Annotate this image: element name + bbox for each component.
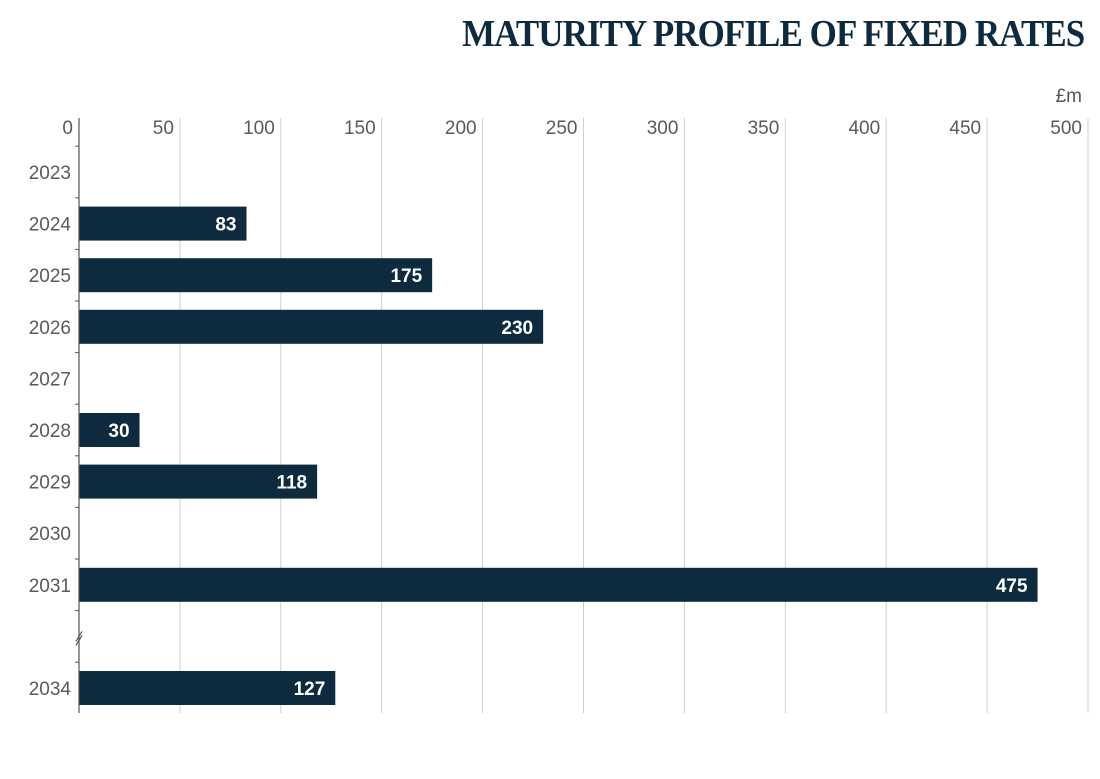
- bars: 83 175 230 30 118 475 127: [79, 206, 1038, 705]
- x-tick-label: 50: [153, 118, 174, 139]
- x-tick-label: 300: [647, 118, 679, 139]
- unit-label: £m: [1055, 86, 1082, 107]
- gridlines: [179, 118, 1089, 713]
- bar-value-label: 83: [215, 215, 236, 236]
- category-label: 2029: [29, 473, 71, 494]
- x-tick-label: 150: [344, 118, 376, 139]
- bar-value-label: 127: [294, 679, 326, 700]
- y-axis: [75, 118, 83, 713]
- bar-2034: [79, 671, 336, 705]
- category-label: 2030: [29, 524, 71, 545]
- bar-value-label: 30: [108, 421, 129, 442]
- bar-2028: [79, 413, 140, 447]
- category-labels: 2023 2024 2025 2026 2027 2028 2029 2030 2031 2034: [29, 163, 72, 700]
- axis-break-mark: [75, 635, 83, 646]
- x-tick-label: 200: [445, 118, 477, 139]
- x-axis-ticks: 0 50 100 150 200 250 300 350 400 450 500: [62, 118, 1082, 139]
- x-tick-label: 400: [848, 118, 880, 139]
- bar-2026: [79, 309, 544, 344]
- category-label: 2026: [29, 318, 71, 339]
- category-label: 2027: [29, 369, 71, 390]
- x-tick-label: 500: [1050, 118, 1082, 139]
- chart-title: MATURITY PROFILE OF FIXED RATES: [461, 13, 1085, 55]
- x-tick-label: 100: [243, 118, 275, 139]
- bar-2029: [79, 464, 318, 499]
- category-label: 2025: [29, 266, 71, 287]
- category-label: 2024: [29, 215, 72, 236]
- bar-2025: [79, 258, 433, 293]
- bar-2031: [79, 567, 1038, 602]
- bar-value-label: 230: [501, 318, 533, 339]
- category-label: 2028: [29, 421, 71, 442]
- x-tick-label: 0: [62, 118, 73, 139]
- category-label: 2031: [29, 576, 71, 597]
- bar-value-label: 175: [390, 266, 422, 287]
- bar-2024: [79, 206, 247, 241]
- bar-value-label: 118: [276, 473, 307, 494]
- axis-break-mark: [75, 631, 83, 642]
- category-label: 2034: [29, 679, 72, 700]
- category-label: 2023: [29, 163, 71, 184]
- x-tick-label: 450: [949, 118, 981, 139]
- x-tick-label: 250: [546, 118, 578, 139]
- bar-value-label: 475: [996, 576, 1028, 597]
- x-tick-label: 350: [748, 118, 780, 139]
